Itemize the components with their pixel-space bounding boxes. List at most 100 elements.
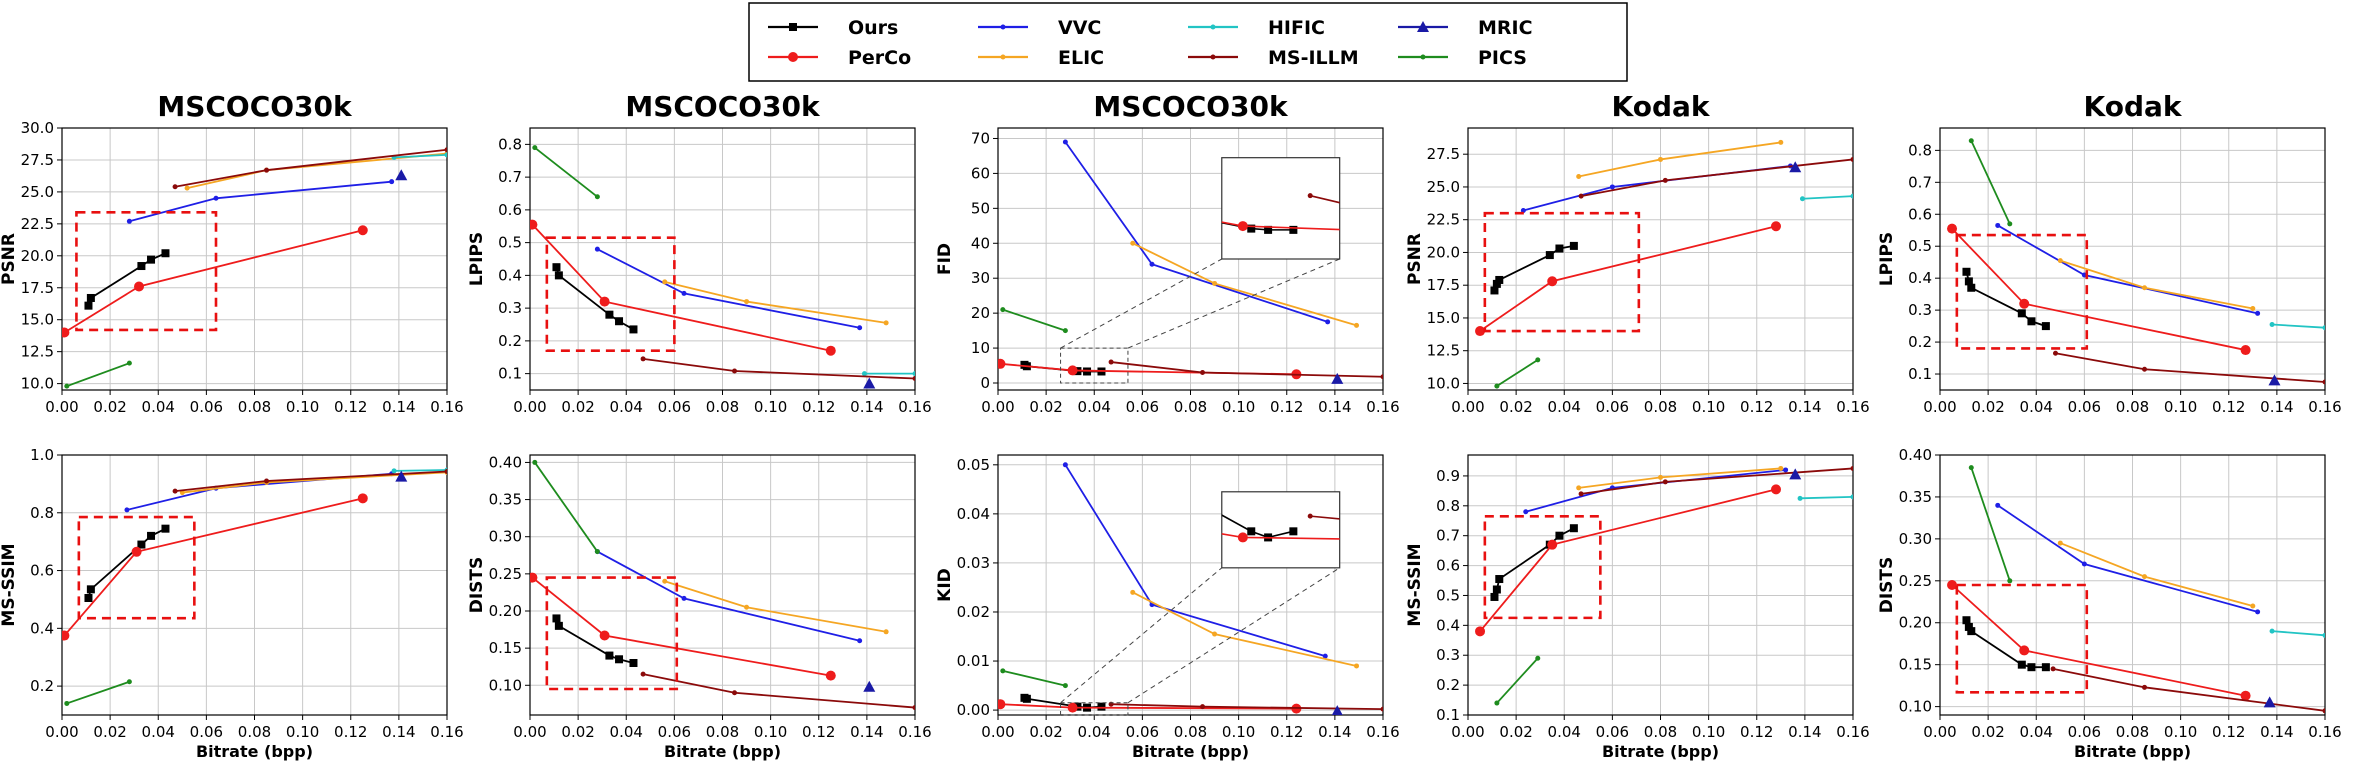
data-point-ms-illm xyxy=(264,167,270,173)
tick-label-y: 0.8 xyxy=(1436,497,1460,515)
data-point-ms-illm xyxy=(1578,491,1584,497)
legend-marker-ms-illm xyxy=(1210,54,1216,60)
plot-area xyxy=(530,145,915,389)
y-axis-label: DISTS xyxy=(467,557,487,614)
chart-title: Kodak xyxy=(2084,90,2183,123)
data-point-elic xyxy=(1212,280,1218,286)
data-point-elic xyxy=(1354,663,1360,669)
tick-label-x: 0.14 xyxy=(850,723,883,741)
chart-title: Kodak xyxy=(1612,90,1711,123)
data-point-elic xyxy=(1354,322,1360,328)
tick-label-y: 30.0 xyxy=(21,119,54,137)
tick-label-y: 0.01 xyxy=(957,652,990,670)
data-point-hific xyxy=(1850,193,1853,199)
data-point-ours xyxy=(552,614,561,623)
tick-label-y: 0.10 xyxy=(489,676,522,694)
tick-label-x: 0.00 xyxy=(981,723,1014,741)
data-point-ours xyxy=(86,585,95,594)
tick-label-y: 25.0 xyxy=(21,183,54,201)
data-point-pics xyxy=(2007,578,2013,584)
tick-label-x: 0.02 xyxy=(1029,723,1062,741)
data-point-vvc xyxy=(681,595,687,601)
data-point-ours xyxy=(2017,660,2026,669)
tick-label-y: 0.4 xyxy=(498,266,522,284)
tick-label-y: 0.3 xyxy=(1436,646,1460,664)
zoom-connector xyxy=(1127,258,1340,349)
zoom-connector xyxy=(1060,258,1223,349)
data-point-pics xyxy=(1494,383,1500,389)
tick-label-x: 0.14 xyxy=(2260,398,2293,416)
data-point-ours xyxy=(84,594,93,602)
data-point-elic xyxy=(1778,465,1784,471)
series-line-elic xyxy=(2059,542,2254,607)
data-point-ours xyxy=(1545,251,1554,260)
data-point-vvc xyxy=(594,246,600,252)
axes-frame xyxy=(1939,454,2326,716)
y-axis-label: DISTS xyxy=(1877,557,1897,614)
data-point-pics xyxy=(1968,138,1974,144)
tick-label-y: 0.40 xyxy=(1899,446,1932,464)
series-line-pics xyxy=(66,362,130,388)
axes-frame xyxy=(997,454,1384,716)
tick-label-x: 0.16 xyxy=(898,398,931,416)
tick-label-x: 0.06 xyxy=(1596,398,1629,416)
axes-frame xyxy=(997,127,1384,391)
data-point-perco xyxy=(2019,298,2030,309)
tick-label-x: 0.00 xyxy=(981,398,1014,416)
series-line-perco xyxy=(1951,228,2246,351)
data-point-ms-illm xyxy=(732,690,738,696)
tick-label-y: 1.0 xyxy=(30,446,54,464)
tick-label-y: 0.8 xyxy=(1908,141,1932,159)
tick-label-y: 0.6 xyxy=(498,201,522,219)
tick-label-y: 0.2 xyxy=(1436,676,1460,694)
tick-label-y: 0.35 xyxy=(489,491,522,509)
tick-label-x: 0.04 xyxy=(1548,723,1581,741)
data-point-elic xyxy=(1778,139,1784,145)
tick-label-x: 0.08 xyxy=(706,723,739,741)
axes-frame xyxy=(61,127,448,391)
data-point-ms-illm xyxy=(912,705,915,711)
tick-label-x: 0.02 xyxy=(561,723,594,741)
data-point-ms-illm xyxy=(2322,379,2325,385)
tick-label-x: 0.14 xyxy=(2260,723,2293,741)
chart-title: MSCOCO30k xyxy=(1093,90,1289,123)
tick-label-x: 0.16 xyxy=(430,398,463,416)
data-point-ours xyxy=(552,263,561,272)
data-point-ours xyxy=(161,249,170,258)
tick-label-x: 0.02 xyxy=(561,398,594,416)
data-point-ours xyxy=(1097,702,1106,711)
data-point-ours xyxy=(1569,524,1578,533)
data-point-pics xyxy=(1062,683,1068,689)
data-point-hific xyxy=(2269,628,2275,634)
data-point-elic xyxy=(662,578,668,584)
tick-label-y: 0.20 xyxy=(1899,614,1932,632)
data-point-ms-illm xyxy=(1108,359,1114,365)
tick-label-x: 0.04 xyxy=(2020,398,2053,416)
tick-label-x: 0.06 xyxy=(1126,723,1159,741)
data-point-ours xyxy=(629,325,638,334)
data-point-elic xyxy=(184,185,190,191)
tick-label-x: 0.08 xyxy=(1644,723,1677,741)
data-point-pics xyxy=(532,459,538,465)
data-point-ours xyxy=(1967,627,1976,636)
inset-point-perco xyxy=(1237,532,1248,543)
data-point-ours xyxy=(2027,317,2036,326)
data-point-hific xyxy=(2322,325,2325,331)
data-point-pics xyxy=(1535,655,1541,661)
data-point-ms-illm xyxy=(640,356,646,362)
legend-label-hific: HIFIC xyxy=(1268,17,1325,39)
tick-label-x: 0.12 xyxy=(802,723,835,741)
tick-label-x: 0.08 xyxy=(238,723,271,741)
data-point-ours xyxy=(86,293,95,302)
chart-panel-9: 0.00 0.02 0.04 0.06 0.08 0.10 0.12 0.14 0.16 0.1 0… xyxy=(1405,454,1870,761)
tick-label-y: 0.03 xyxy=(957,554,990,572)
tick-label-x: 0.08 xyxy=(238,398,271,416)
tick-label-y: 0.6 xyxy=(1908,205,1932,223)
chart-panel-10: 0.00 0.02 0.04 0.06 0.08 0.10 0.12 0.14 0.16 0.10… xyxy=(1877,446,2342,761)
data-point-ms-illm xyxy=(1200,704,1206,710)
tick-label-x: 0.06 xyxy=(190,723,223,741)
data-point-vvc xyxy=(1523,509,1529,515)
tick-label-x: 0.04 xyxy=(610,398,643,416)
tick-label-y: 0.25 xyxy=(1899,572,1932,590)
